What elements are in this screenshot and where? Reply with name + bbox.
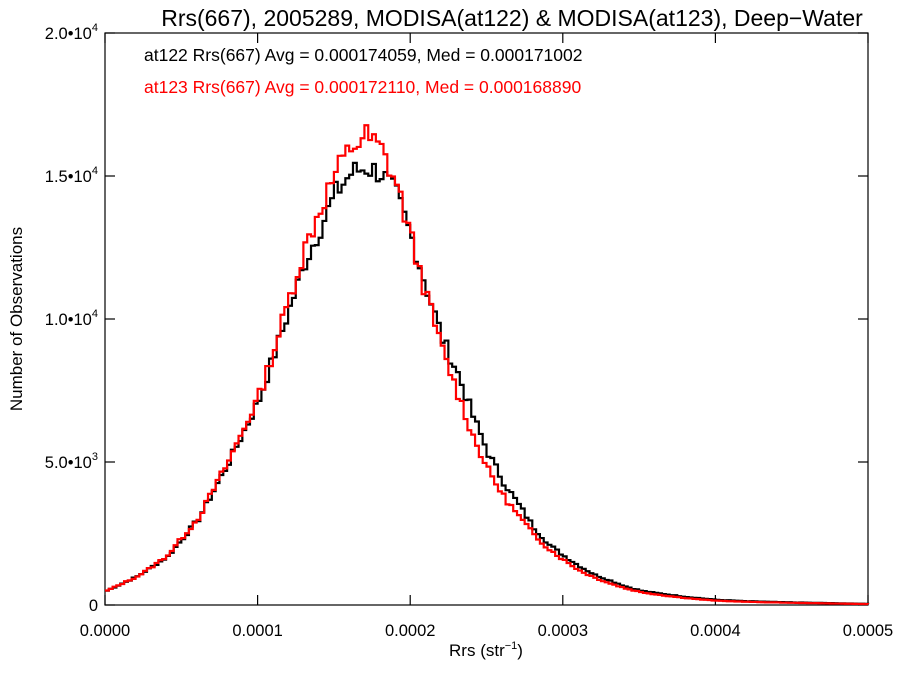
x-tick-label: 0.0002 (385, 622, 435, 640)
y-tick-label: 0 (89, 597, 98, 615)
series-at122-histogram (105, 161, 870, 605)
x-tick-label: 0.0003 (538, 622, 588, 640)
y-tick-label: 5.0•103 (45, 451, 98, 472)
y-axis: 0 5.0•103 1.0•104 1.5•104 2.0•104 (45, 22, 868, 615)
y-tick-label: 2.0•104 (45, 22, 98, 43)
annotation-at122: at122 Rrs(667) Avg = 0.000174059, Med = … (144, 45, 583, 65)
x-axis: 0.0000 0.0001 0.0002 0.0003 0.0004 0.0005 (80, 33, 893, 640)
series-layer (105, 124, 870, 606)
annotation-at123: at123 Rrs(667) Avg = 0.000172110, Med = … (144, 77, 581, 97)
plot-frame (104, 32, 869, 606)
y-axis-label: Number of Observations (7, 227, 26, 411)
x-axis-label: Rrs (str−1) (449, 640, 523, 660)
chart-title: Rrs(667), 2005289, MODISA(at122) & MODIS… (161, 5, 863, 31)
y-tick-label: 1.0•104 (45, 308, 98, 329)
y-tick-label: 1.5•104 (45, 165, 98, 186)
x-tick-label: 0.0004 (690, 622, 740, 640)
x-tick-label: 0.0000 (80, 622, 130, 640)
series-at123-histogram (105, 124, 870, 606)
x-tick-label: 0.0001 (232, 622, 282, 640)
x-tick-label: 0.0005 (843, 622, 893, 640)
